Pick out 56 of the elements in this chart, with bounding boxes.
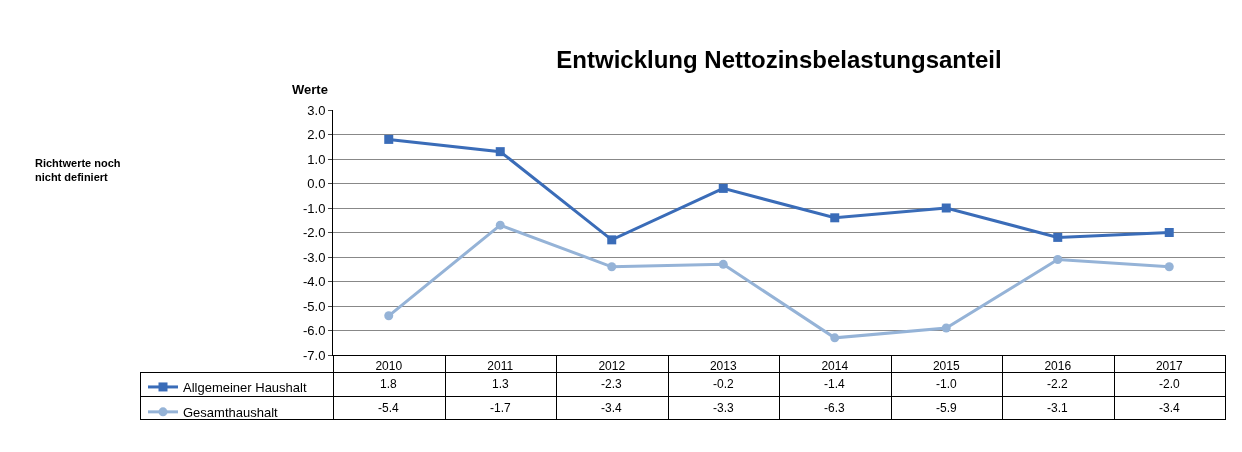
data-label: -1.0 [936, 377, 957, 391]
data-label: -3.1 [1047, 401, 1068, 415]
y-tick-label: -6.0 [302, 323, 326, 339]
data-label: 1.3 [492, 377, 510, 391]
point [384, 134, 394, 144]
data-label: 1.8 [380, 377, 398, 391]
data-label: -3.4 [1159, 401, 1180, 415]
point [1164, 262, 1174, 272]
data-label: -5.4 [378, 401, 399, 415]
text: Richtwerte noch nicht definiert [35, 157, 121, 184]
point [384, 311, 394, 321]
y-tick-label: 0.0 [307, 176, 326, 192]
data-label: -1.4 [824, 377, 845, 391]
x-tick-label: 2017 [1155, 359, 1183, 374]
data-label: -5.9 [936, 401, 957, 415]
x-tick-label: 2014 [821, 359, 849, 374]
point [941, 323, 951, 333]
y-tick-label: -4.0 [302, 274, 326, 290]
data-label: -3.3 [713, 401, 734, 415]
x-tick-label: 2010 [375, 359, 403, 374]
point [1164, 228, 1174, 237]
y-axis-title: Werte [292, 82, 328, 97]
y-tick-label: -2.0 [302, 225, 326, 241]
data-label: -0.2 [713, 377, 734, 391]
point [830, 333, 840, 343]
x-tick-label: 2012 [598, 359, 626, 374]
y-tick-label: -1.0 [302, 200, 326, 216]
y-tick-label: 2.0 [307, 127, 326, 143]
data-label: -6.3 [824, 401, 845, 415]
point [495, 147, 505, 157]
point [607, 262, 617, 272]
point [718, 259, 728, 269]
x-tick-label: 2013 [709, 359, 737, 374]
point [1053, 254, 1063, 264]
x-tick-label: 2015 [932, 359, 960, 374]
y-tick-label: -7.0 [302, 347, 326, 363]
point [941, 203, 951, 213]
y-tick-label: -3.0 [302, 249, 326, 265]
point [607, 235, 617, 245]
x-tick-label: 2011 [487, 359, 514, 374]
chart-title: Entwicklung Nettozinsbelastungsanteil [556, 46, 1002, 74]
data-label: -3.4 [601, 401, 622, 415]
point [830, 213, 840, 223]
point [495, 220, 505, 230]
data-label: -2.0 [1159, 377, 1180, 391]
y-tick-label: 3.0 [307, 102, 326, 118]
legend-label: Gesamthaushalt [183, 404, 279, 420]
y-tick-label: -5.0 [302, 298, 326, 314]
point [1053, 232, 1063, 242]
legend-label: Allgemeiner Haushalt [183, 380, 307, 396]
data-label: -1.7 [490, 401, 511, 415]
y-tick-label: 1.0 [307, 151, 326, 167]
data-label: -2.2 [1047, 377, 1068, 391]
point [718, 183, 728, 193]
x-tick-label: 2016 [1044, 359, 1072, 374]
data-label: -2.3 [601, 377, 622, 391]
